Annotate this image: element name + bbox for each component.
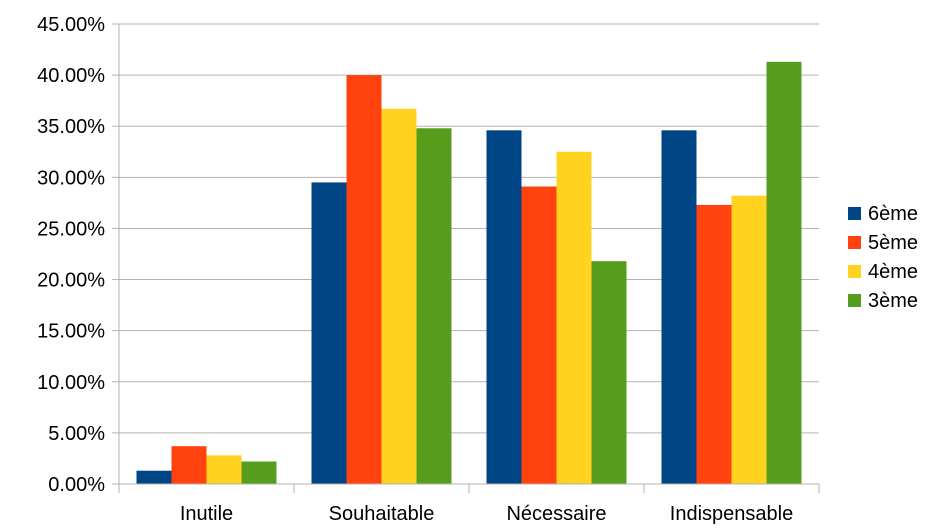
legend-label: 3ème xyxy=(868,290,918,312)
y-axis-ticks: 0.00% 5.00% 10.00% 15.00% 20.00% 25.00% 30.00%… xyxy=(37,14,119,496)
gridlines xyxy=(119,23,819,485)
bars xyxy=(136,61,802,485)
y-tick-label: 0.00% xyxy=(48,474,105,496)
y-tick-label: 30.00% xyxy=(37,167,105,189)
bar-nécessaire-4 xyxy=(591,261,627,484)
bar-nécessaire-2 xyxy=(521,186,557,485)
y-tick-label: 5.00% xyxy=(48,423,105,445)
bar-indispensable-4 xyxy=(766,61,802,484)
bar-inutile-2 xyxy=(171,446,207,484)
legend-label: 4ème xyxy=(868,261,918,283)
bar-souhaitable-3 xyxy=(381,108,417,484)
legend-swatch xyxy=(848,236,861,249)
bar-indispensable-3 xyxy=(731,195,767,484)
bar-indispensable-1 xyxy=(661,130,697,485)
x-tick-label: Indispensable xyxy=(670,503,793,525)
bar-inutile-1 xyxy=(136,470,172,484)
x-tick-label: Nécessaire xyxy=(506,503,606,525)
bar-nécessaire-1 xyxy=(486,130,522,485)
y-tick-label: 10.00% xyxy=(37,372,105,394)
bar-souhaitable-2 xyxy=(346,75,382,484)
y-tick-label: 15.00% xyxy=(37,321,105,343)
legend-swatch xyxy=(848,265,861,278)
legend: 6ème 5ème 4ème 3ème xyxy=(848,203,918,312)
y-tick-label: 35.00% xyxy=(37,116,105,138)
bar-nécessaire-3 xyxy=(556,151,592,484)
legend-label: 6ème xyxy=(868,203,918,225)
legend-swatch xyxy=(848,294,861,307)
bar-inutile-4 xyxy=(241,461,277,484)
y-tick-label: 45.00% xyxy=(37,14,105,36)
bar-indispensable-2 xyxy=(696,204,732,484)
y-tick-label: 25.00% xyxy=(37,218,105,240)
x-tick-label: Inutile xyxy=(180,503,233,525)
bar-souhaitable-4 xyxy=(416,128,452,484)
y-tick-label: 40.00% xyxy=(37,65,105,87)
bar-inutile-3 xyxy=(206,455,242,484)
legend-label: 5ème xyxy=(868,232,918,254)
x-tick-label: Souhaitable xyxy=(329,503,435,525)
x-axis-ticks: Inutile Souhaitable Nécessaire Indispensabl… xyxy=(118,484,820,525)
legend-swatch xyxy=(848,207,861,220)
bar-souhaitable-1 xyxy=(311,182,347,484)
y-tick-label: 20.00% xyxy=(37,270,105,292)
